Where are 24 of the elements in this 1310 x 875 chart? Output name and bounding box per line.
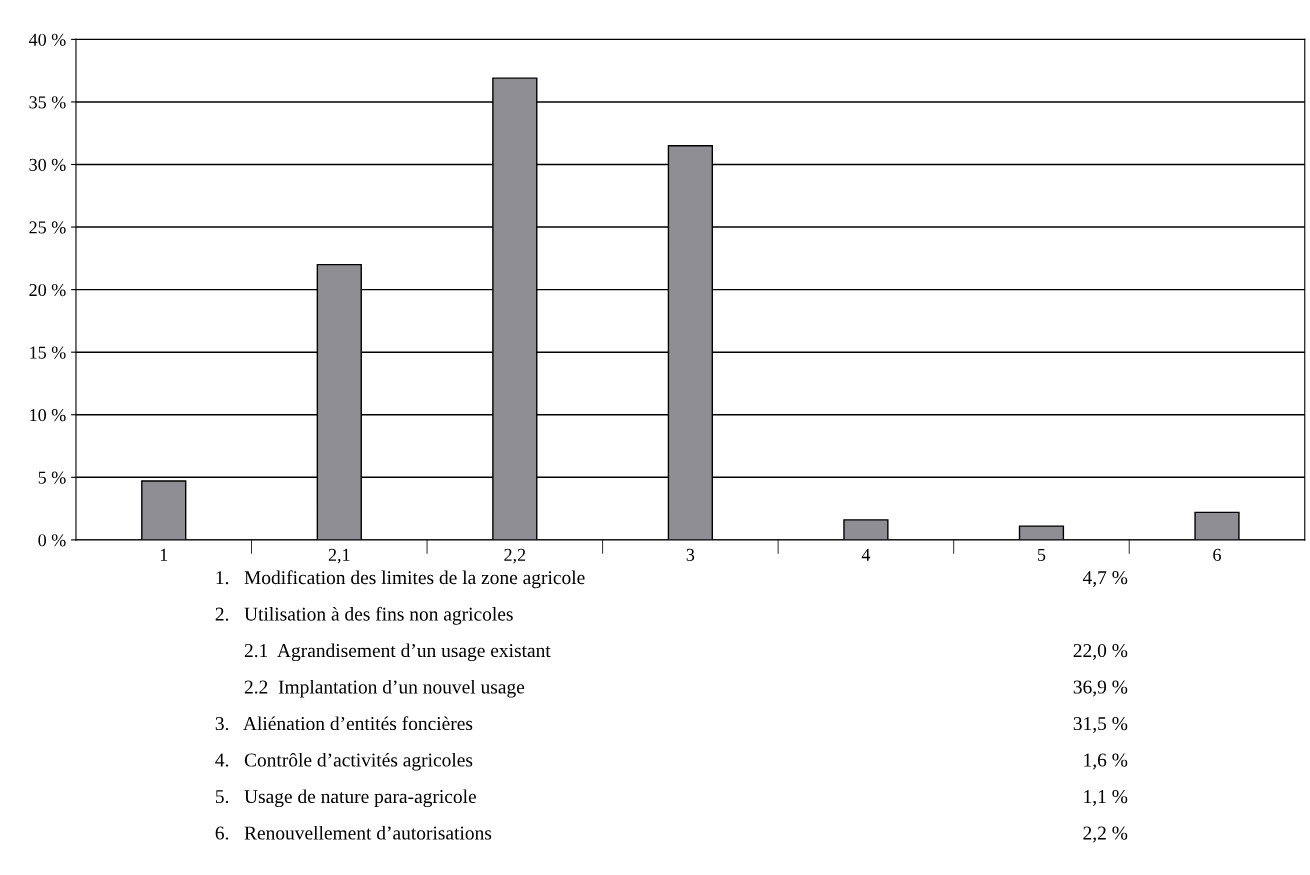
x-tick-label: 6 [1213, 548, 1221, 561]
y-tick-label: 35 % [29, 96, 66, 109]
y-tick-label: 5 % [38, 471, 66, 484]
text: 2.1 Agrandisement d’un usage existant 22,0 % [244, 643, 1128, 662]
x-tick-label: 1 [160, 548, 168, 561]
y-tick-label: 40 % [29, 33, 66, 46]
y-tick-label: 30 % [29, 158, 66, 171]
y-tick-label: 10 % [30, 409, 66, 422]
text: 2.2 Implantation d’un nouvel usage 36,9 % [244, 679, 1128, 698]
text: 5. Usage de nature para-agricole 1,1 % [215, 789, 1128, 808]
text: 2. Utilisation à des fins non agricoles [215, 606, 513, 625]
x-tick-label: 3 [686, 548, 695, 561]
x-tick-label: 2,2 [504, 548, 526, 564]
y-tick-label: 0 % [38, 534, 66, 547]
text: 1. Modification des limites de la zone agricole 4,7 % [216, 570, 1128, 589]
text: 4. Contrôle d’activités agricoles 1,6 % [215, 752, 1128, 771]
y-tick-label: 15 % [30, 346, 66, 359]
y-tick-label: 25 % [29, 221, 66, 234]
text: 3. Aliénation d’entités foncières 31,5 % [215, 716, 1128, 733]
x-tick-label: 4 [861, 548, 871, 561]
x-tick-label: 2,1 [328, 548, 350, 564]
x-tick-label: 5 [1037, 548, 1046, 561]
text: 6. Renouvellement d’autorisations 2,2 % [215, 825, 1128, 843]
y-tick-label: 20 % [29, 283, 66, 297]
